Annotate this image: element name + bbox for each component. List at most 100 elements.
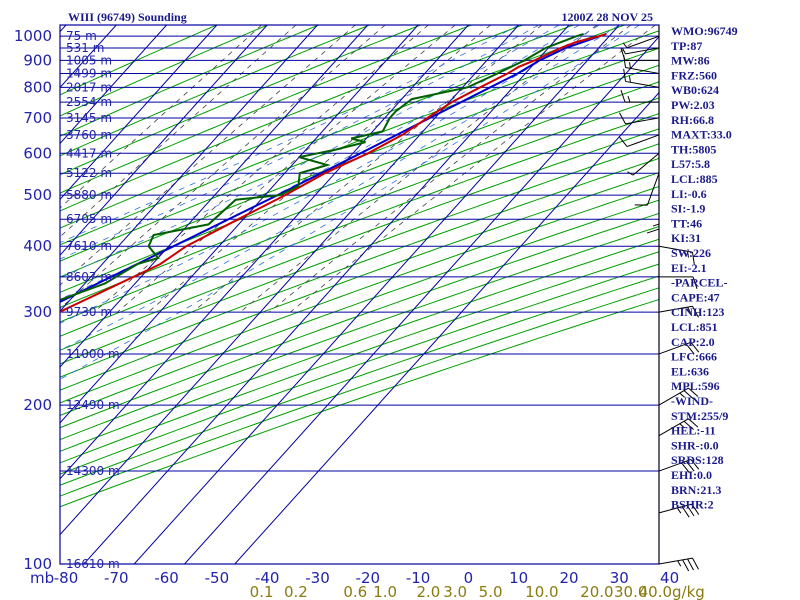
wind-barb-half-feather <box>679 423 685 429</box>
index-entry: LCL:851 <box>671 320 718 334</box>
dry-adiabat <box>60 186 659 404</box>
pressure-tick-label: 500 <box>23 186 52 204</box>
dry-adiabat <box>60 263 659 475</box>
wind-barb-staff <box>625 47 660 55</box>
temperature-trace <box>60 32 607 313</box>
wind-barb-feather <box>619 112 626 125</box>
dry-adiabat <box>60 25 370 157</box>
wind-barb-staff <box>658 418 689 437</box>
pressure-tick-label: 200 <box>23 396 52 414</box>
dry-adiabat <box>60 64 659 293</box>
wind-barb-feather <box>688 387 699 397</box>
height-label: 5122 m <box>66 166 112 180</box>
wind-barb-half-feather <box>622 48 626 55</box>
moist-adiabat <box>60 25 519 244</box>
mixing-ratio-line <box>60 25 262 209</box>
wind-barb-feather <box>690 459 700 470</box>
temperature-tick-label: -30 <box>305 569 330 587</box>
wind-barb-staff <box>632 152 660 176</box>
wind-barb-staff <box>625 67 660 74</box>
wind-barb-staff <box>626 134 660 148</box>
wind-barb-feather <box>688 418 699 428</box>
temperature-tick-label: 40 <box>660 569 679 587</box>
index-entry: MAXT:33.0 <box>671 128 732 142</box>
pressure-tick-label: 100 <box>23 555 52 573</box>
pressure-tick-label: 800 <box>23 78 52 96</box>
wind-barb-staff <box>626 35 660 49</box>
index-entry: BSHR:2 <box>671 498 714 512</box>
index-entry: CAP:2.0 <box>671 335 715 349</box>
index-entry: STM:255/9 <box>671 409 728 423</box>
isotherm-line <box>60 25 469 480</box>
wind-barb-half-feather <box>687 251 689 258</box>
pressure-tick-label: 300 <box>23 303 52 321</box>
isotherm-line <box>60 25 218 201</box>
wind-barb-feather <box>646 228 660 234</box>
index-entry: EI:-2.1 <box>671 261 707 275</box>
height-label: 12490 m <box>66 398 120 412</box>
wind-barb-feather <box>618 136 628 147</box>
temperature-tick-label: 0 <box>464 569 474 587</box>
dry-adiabat <box>60 275 659 486</box>
mixing-ratio-unit: g/kg <box>672 583 705 600</box>
dry-adiabat <box>60 238 659 452</box>
dry-adiabat <box>60 113 659 337</box>
dry-adiabat <box>60 30 659 262</box>
wind-barb-feather <box>692 306 699 318</box>
wind-barb-half-feather <box>627 95 631 103</box>
index-entry: SI:-1.9 <box>671 202 705 216</box>
temperature-tick-label: -60 <box>154 569 179 587</box>
height-label: 3145 m <box>66 111 112 125</box>
wind-barb-half-feather <box>676 507 682 514</box>
height-label: 2554 m <box>66 95 112 109</box>
index-entry: RH:66.8 <box>671 113 714 127</box>
mixing-ratio-label: 0.2 <box>284 583 308 600</box>
dry-adiabat <box>60 172 659 391</box>
isotherm-line <box>60 25 369 368</box>
index-entry: LFC:666 <box>671 350 717 364</box>
wind-barb-staff <box>625 117 660 125</box>
dry-adiabat <box>60 143 659 365</box>
wind-barb-half-feather <box>652 223 660 227</box>
indices-panel: WMO:96749TP:87MW:86FRZ:560WB0:624PW:2.03… <box>671 24 738 512</box>
moist-adiabat <box>60 25 640 380</box>
wind-barb-feather <box>685 343 695 355</box>
height-label: 5880 m <box>66 188 112 202</box>
dry-adiabat <box>60 157 659 378</box>
dry-adiabat <box>60 225 659 441</box>
pressure-tick-label: 400 <box>23 237 52 255</box>
wind-barb-feather <box>691 252 695 265</box>
isotherm-line <box>60 25 167 145</box>
wind-barb-staff <box>646 173 660 206</box>
height-label: 7610 m <box>66 239 112 253</box>
height-label: 3760 m <box>66 128 112 142</box>
index-entry: HEL:-11 <box>671 424 716 438</box>
wind-barb-feather <box>620 89 626 103</box>
index-entry: EL:636 <box>671 364 709 378</box>
wind-barb-feather <box>623 54 627 68</box>
height-label: 8607 m <box>66 270 112 284</box>
height-label: 2017 m <box>66 80 112 94</box>
dewpoint-trace <box>60 32 584 301</box>
index-entry: TT:46 <box>671 216 702 230</box>
temperature-tick-label: -80 <box>54 569 79 587</box>
index-entry: KI:31 <box>671 231 701 245</box>
temperature-tick-label: 10 <box>509 569 528 587</box>
height-label: 14300 m <box>66 464 120 478</box>
index-entry: LCL:885 <box>671 172 718 186</box>
index-entry: -WIND- <box>671 394 713 408</box>
sounding-profiles <box>60 32 607 313</box>
wind-barb-half-feather <box>629 62 631 69</box>
mixing-ratio-label: 40.0 <box>639 583 672 600</box>
pressure-tick-label: 700 <box>23 109 52 127</box>
wind-barb-half-feather <box>677 560 682 567</box>
height-label: 11000 m <box>66 347 120 361</box>
index-entry: SHR-:0.0 <box>671 438 719 452</box>
index-entry: L57:5.8 <box>671 157 710 171</box>
pressure-tick-label: 900 <box>23 51 52 69</box>
dry-adiabat <box>60 25 319 137</box>
wind-barb-feather <box>692 557 699 570</box>
wind-barb-column <box>618 25 700 572</box>
mixing-ratio-label: 3.0 <box>443 583 467 600</box>
